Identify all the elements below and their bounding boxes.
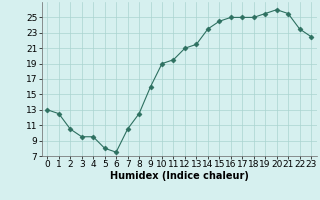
X-axis label: Humidex (Indice chaleur): Humidex (Indice chaleur)	[110, 171, 249, 181]
